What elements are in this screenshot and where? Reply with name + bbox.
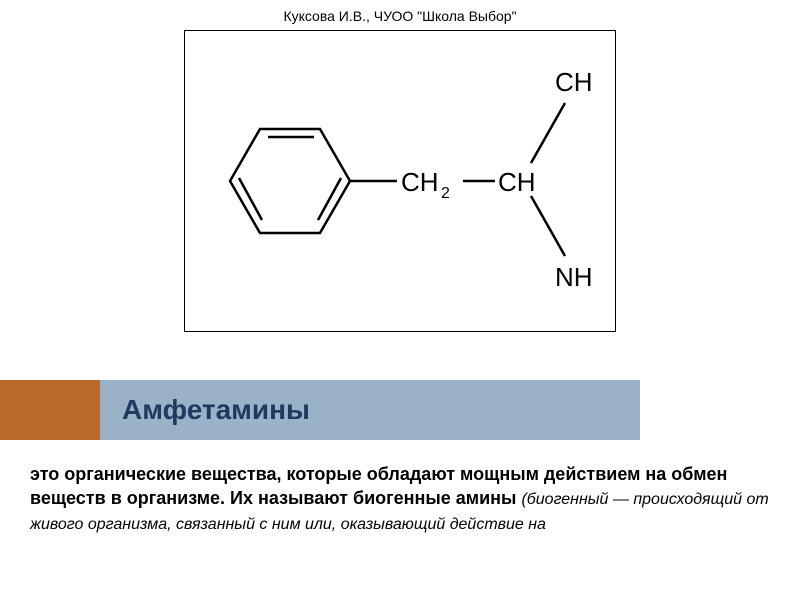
bond-ch-ch3	[531, 103, 565, 163]
slide-page: Куксова И.В., ЧУОО "Школа Выбор" CH	[0, 0, 800, 600]
atom-nh: NH	[555, 262, 593, 292]
atom-ch3-top: CH	[555, 67, 593, 97]
benzene-double-bond-left	[239, 178, 262, 220]
benzene-double-bond-right	[318, 178, 341, 220]
atom-ch2: CH	[401, 167, 439, 197]
atom-ch: CH	[498, 167, 536, 197]
structure-svg: CH 2 CH CH NH	[185, 31, 615, 331]
bond-ch-nh	[531, 196, 565, 256]
attribution-text: Куксова И.В., ЧУОО "Школа Выбор"	[0, 8, 800, 24]
atom-ch2-sub: 2	[441, 185, 450, 202]
benzene-ring	[230, 129, 350, 233]
description-paragraph: это органические вещества, которые облад…	[30, 462, 770, 535]
accent-block	[0, 380, 100, 440]
section-title: Амфетамины	[100, 380, 640, 440]
title-band: Амфетамины	[0, 380, 640, 440]
chemical-structure-diagram: CH 2 CH CH NH	[184, 30, 616, 332]
